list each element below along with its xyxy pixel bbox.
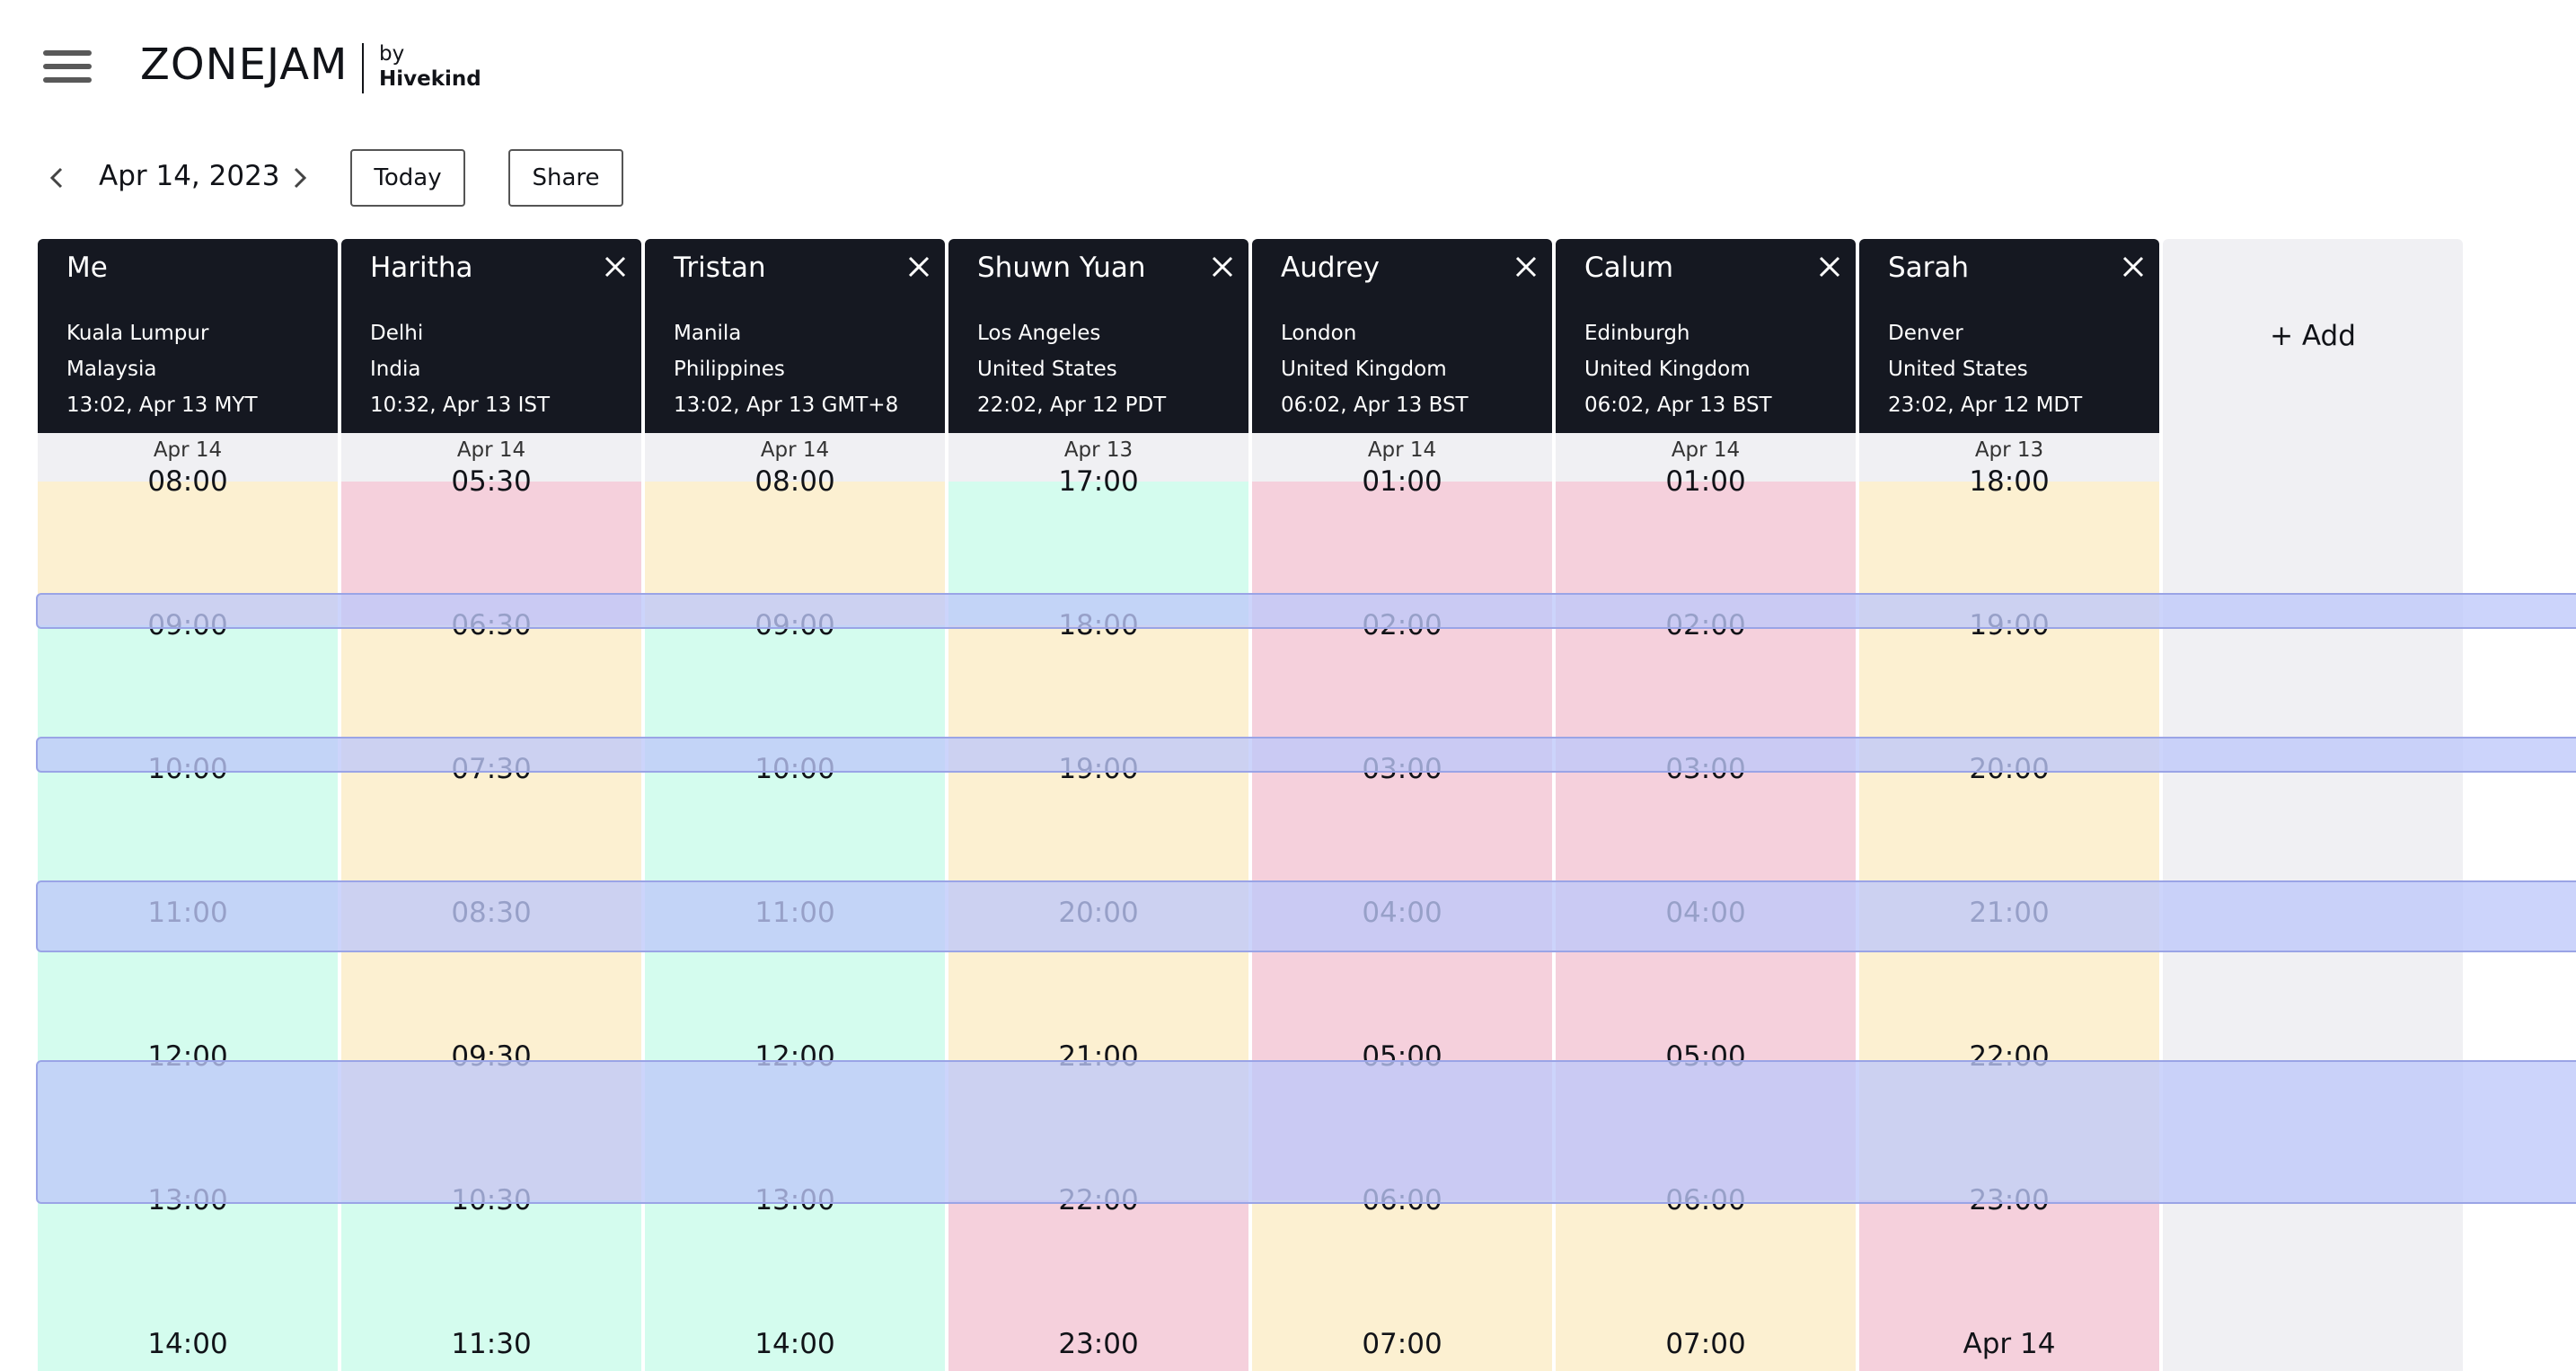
menu-icon[interactable] (43, 49, 92, 84)
slot-time-label: 23:00 (1058, 1328, 1139, 1360)
hour-slot[interactable] (948, 1200, 1248, 1344)
person-city: Los Angeles (977, 322, 1101, 345)
slot-time-label: 07:00 (1665, 1328, 1746, 1360)
hour-slot[interactable] (645, 1200, 945, 1344)
remove-person-close-icon[interactable] (905, 253, 932, 280)
person-country: United States (977, 358, 1117, 381)
slot-time-label: 14:00 (147, 1328, 228, 1360)
person-name: Tristan (674, 252, 766, 284)
byline-brand: Hivekind (379, 67, 481, 91)
date-strip (1252, 433, 1552, 483)
person-header: Shuwn Yuan Los Angeles United States 22:02,… (948, 239, 1248, 433)
hour-slot[interactable] (341, 1200, 641, 1344)
hour-slot[interactable] (948, 1344, 1248, 1371)
selected-time-range[interactable] (36, 880, 2576, 952)
add-person-button[interactable]: + Add (2270, 320, 2356, 352)
current-date: Apr 14, 2023 (99, 160, 280, 192)
hour-slot[interactable] (1859, 1344, 2159, 1371)
person-name: Me (66, 252, 108, 284)
person-city: Edinburgh (1584, 322, 1690, 345)
person-city: Denver (1888, 322, 1963, 345)
hour-slot[interactable] (1252, 1200, 1552, 1344)
slot-time-label: 07:00 (1362, 1328, 1442, 1360)
hour-slot[interactable] (38, 1200, 338, 1344)
byline: by Hivekind (379, 41, 481, 92)
hour-slot[interactable] (1556, 1200, 1856, 1344)
person-local-time: 06:02, Apr 13 BST (1281, 394, 1469, 417)
hour-slot[interactable] (1252, 1344, 1552, 1371)
remove-person-close-icon[interactable] (1816, 253, 1843, 280)
person-local-time: 13:02, Apr 13 MYT (66, 394, 258, 417)
person-name: Audrey (1281, 252, 1381, 284)
person-header: Sarah Denver United States 23:02, Apr 12 MD… (1859, 239, 2159, 433)
hour-slot[interactable] (645, 1344, 945, 1371)
person-name: Sarah (1888, 252, 1970, 284)
hour-slot[interactable] (1556, 1344, 1856, 1371)
person-header: Me Kuala Lumpur Malaysia 13:02, Apr 13 MYT (38, 239, 338, 433)
person-country: Malaysia (66, 358, 157, 381)
slot-date-label: Apr 13 (1063, 438, 1134, 462)
person-local-time: 22:02, Apr 12 PDT (977, 394, 1167, 417)
slot-date-label: Apr 14 (153, 438, 223, 462)
slot-time-label: 01:00 (1362, 465, 1442, 498)
slot-date-label: Apr 14 (760, 438, 830, 462)
hour-slot[interactable] (38, 1344, 338, 1371)
slot-time-label: 01:00 (1665, 465, 1746, 498)
person-city: Manila (674, 322, 742, 345)
prev-day-chevron-left-icon[interactable] (43, 158, 72, 198)
person-header: Calum Edinburgh United Kingdom 06:02, Apr 1… (1556, 239, 1856, 433)
slot-time-label: 14:00 (754, 1328, 835, 1360)
next-day-chevron-right-icon[interactable] (285, 158, 313, 198)
slot-date-label: Apr 14 (456, 438, 526, 462)
person-header: Haritha Delhi India 10:32, Apr 13 IST (341, 239, 641, 433)
person-local-time: 06:02, Apr 13 BST (1584, 394, 1772, 417)
person-local-time: 23:02, Apr 12 MDT (1888, 394, 2083, 417)
selected-time-range[interactable] (36, 1060, 2576, 1204)
person-name: Calum (1584, 252, 1674, 284)
selected-time-range[interactable] (36, 737, 2576, 773)
remove-person-close-icon[interactable] (2120, 253, 2147, 280)
hour-slot[interactable] (1859, 1200, 2159, 1344)
person-name: Shuwn Yuan (977, 252, 1146, 284)
remove-person-close-icon[interactable] (1513, 253, 1539, 280)
slot-date-label: Apr 14 (1671, 438, 1741, 462)
slot-time-label: 17:00 (1058, 465, 1139, 498)
selected-time-range[interactable] (36, 593, 2576, 629)
date-strip (645, 433, 945, 483)
person-local-time: 10:32, Apr 13 IST (370, 394, 551, 417)
date-strip (1859, 433, 2159, 483)
slot-time-label: 11:30 (451, 1328, 532, 1360)
slot-date-label: Apr 14 (1367, 438, 1437, 462)
person-local-time: 13:02, Apr 13 GMT+8 (674, 394, 899, 417)
person-country: Philippines (674, 358, 785, 381)
person-country: United Kingdom (1584, 358, 1751, 381)
slot-date-label: Apr 13 (1974, 438, 2044, 462)
hour-slot[interactable] (341, 1344, 641, 1371)
today-button[interactable]: Today (350, 149, 465, 207)
person-city: London (1281, 322, 1357, 345)
person-country: India (370, 358, 421, 381)
date-strip (1556, 433, 1856, 483)
byline-by: by (379, 42, 405, 66)
slot-time-label: 18:00 (1969, 465, 2050, 498)
slot-time-label: Apr 14 (1963, 1328, 2056, 1360)
slot-time-label: 08:00 (147, 465, 228, 498)
person-city: Delhi (370, 322, 424, 345)
remove-person-close-icon[interactable] (602, 253, 629, 280)
remove-person-close-icon[interactable] (1209, 253, 1236, 280)
date-strip (948, 433, 1248, 483)
person-country: United States (1888, 358, 2028, 381)
logo-divider (362, 43, 364, 93)
person-city: Kuala Lumpur (66, 322, 209, 345)
share-button[interactable]: Share (508, 149, 623, 207)
date-strip (38, 433, 338, 483)
logo: ZONEJAM (140, 40, 348, 90)
person-country: United Kingdom (1281, 358, 1447, 381)
slot-time-label: 08:00 (754, 465, 835, 498)
person-header: Audrey London United Kingdom 06:02, Apr 13 … (1252, 239, 1552, 433)
person-header: Tristan Manila Philippines 13:02, Apr 13 GM… (645, 239, 945, 433)
slot-time-label: 05:30 (451, 465, 532, 498)
person-name: Haritha (370, 252, 473, 284)
date-strip (341, 433, 641, 483)
